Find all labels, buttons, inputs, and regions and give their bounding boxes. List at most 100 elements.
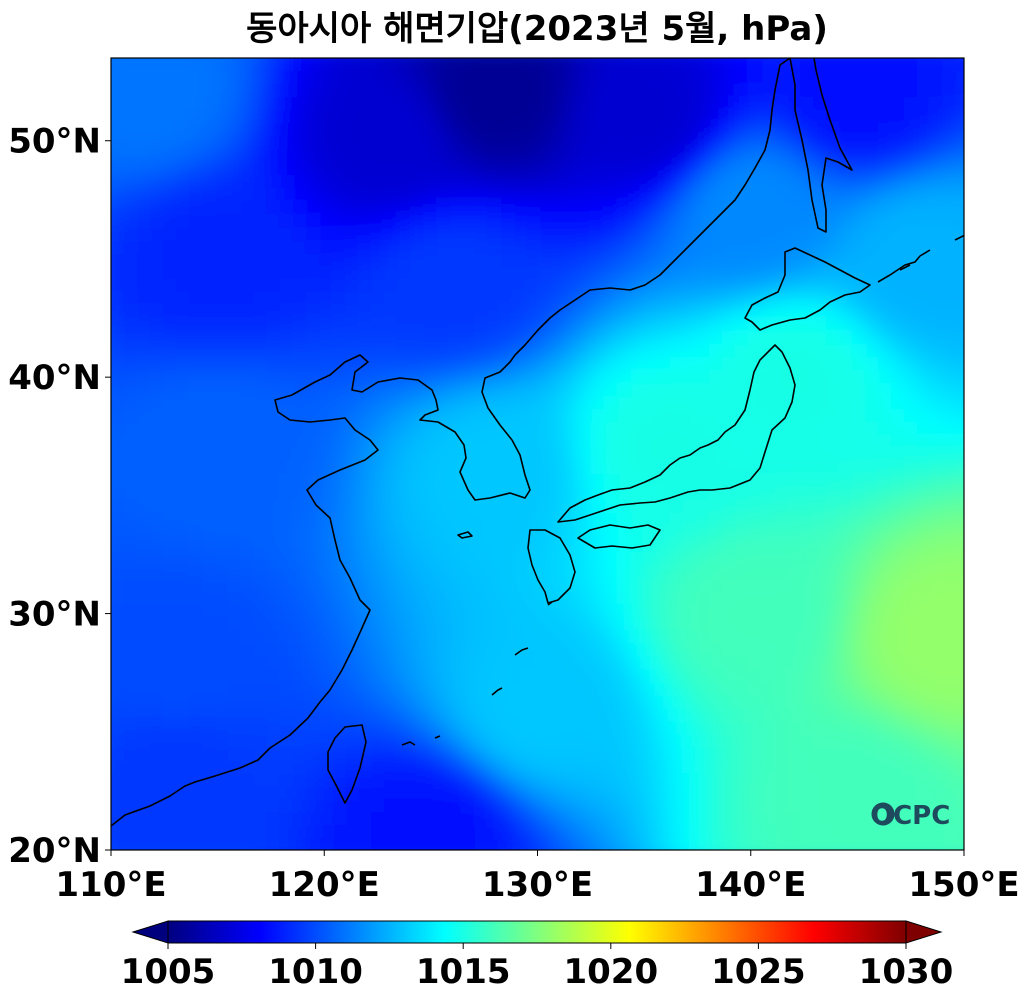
field-cell	[735, 71, 749, 85]
field-cell	[579, 838, 593, 850]
field-cell	[449, 617, 463, 631]
field-cell	[306, 786, 320, 800]
field-cell	[943, 591, 957, 605]
field-cell	[878, 435, 892, 449]
field-cell	[722, 409, 736, 423]
field-cell	[605, 435, 619, 449]
field-cell	[826, 474, 840, 488]
field-cell	[930, 435, 944, 449]
field-cell	[293, 344, 307, 358]
field-cell	[280, 461, 294, 475]
field-cell	[488, 812, 502, 826]
field-cell	[215, 578, 229, 592]
field-cell	[813, 591, 827, 605]
field-cell	[111, 227, 112, 241]
field-cell	[319, 708, 333, 722]
field-cell	[683, 383, 697, 397]
field-cell	[111, 487, 112, 501]
field-cell	[462, 513, 476, 527]
field-cell	[579, 71, 593, 85]
field-cell	[228, 565, 242, 579]
field-cell	[488, 344, 502, 358]
field-cell	[735, 838, 749, 850]
field-cell	[618, 357, 632, 371]
field-cell	[163, 422, 177, 436]
field-cell	[761, 617, 775, 631]
ocpc-logo-text: OCPC	[871, 801, 950, 831]
field-cell	[774, 487, 788, 501]
field-cell	[878, 526, 892, 540]
field-cell	[657, 344, 671, 358]
field-cell	[657, 162, 671, 176]
field-cell	[839, 643, 853, 657]
field-cell	[618, 253, 632, 267]
field-cell	[501, 539, 515, 553]
field-cell	[670, 110, 684, 124]
field-cell	[397, 240, 411, 254]
field-cell	[267, 58, 281, 72]
field-cell	[345, 526, 359, 540]
field-cell	[384, 474, 398, 488]
field-cell	[709, 812, 723, 826]
field-cell	[514, 266, 528, 280]
field-cell	[241, 617, 255, 631]
field-cell	[670, 578, 684, 592]
field-cell	[241, 656, 255, 670]
field-cell	[176, 448, 190, 462]
field-cell	[657, 240, 671, 254]
field-cell	[410, 188, 424, 202]
field-cell	[683, 318, 697, 332]
field-cell	[384, 812, 398, 826]
field-cell	[319, 71, 333, 85]
field-cell	[644, 123, 658, 137]
field-cell	[345, 773, 359, 787]
field-cell	[605, 240, 619, 254]
field-cell	[501, 721, 515, 735]
field-cell	[514, 487, 528, 501]
field-cell	[917, 110, 931, 124]
field-cell	[423, 331, 437, 345]
field-cell	[189, 136, 203, 150]
field-cell	[852, 500, 866, 514]
field-cell	[215, 110, 229, 124]
field-cell	[332, 97, 346, 111]
field-cell	[631, 513, 645, 527]
field-cell	[202, 565, 216, 579]
field-cell	[917, 162, 931, 176]
field-cell	[371, 461, 385, 475]
field-cell	[956, 500, 964, 514]
field-cell	[254, 695, 268, 709]
field-cell	[449, 253, 463, 267]
field-cell	[514, 734, 528, 748]
field-cell	[228, 292, 242, 306]
field-cell	[189, 448, 203, 462]
field-cell	[865, 617, 879, 631]
field-cell	[332, 708, 346, 722]
field-cell	[722, 461, 736, 475]
field-cell	[202, 383, 216, 397]
field-cell	[748, 292, 762, 306]
field-cell	[332, 630, 346, 644]
field-cell	[293, 656, 307, 670]
field-cell	[254, 799, 268, 813]
field-cell	[514, 331, 528, 345]
field-cell	[865, 461, 879, 475]
field-cell	[813, 110, 827, 124]
field-cell	[150, 578, 164, 592]
field-cell	[202, 500, 216, 514]
field-cell	[774, 318, 788, 332]
field-cell	[917, 253, 931, 267]
field-cell	[839, 760, 853, 774]
field-cell	[306, 370, 320, 384]
field-cell	[176, 851, 190, 865]
field-cell	[709, 695, 723, 709]
field-cell	[592, 552, 606, 566]
field-cell	[670, 851, 684, 865]
field-cell	[306, 461, 320, 475]
field-cell	[943, 357, 957, 371]
field-cell	[943, 786, 957, 800]
field-cell	[696, 136, 710, 150]
field-cell	[111, 58, 125, 59]
field-cell	[878, 58, 892, 59]
field-cell	[748, 110, 762, 124]
